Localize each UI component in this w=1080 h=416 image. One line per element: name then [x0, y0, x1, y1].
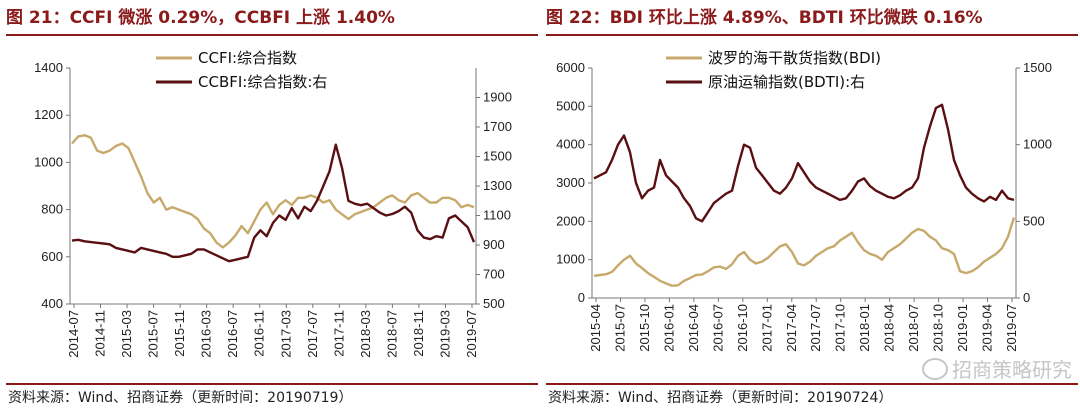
- y-tick-left-label: 1000: [34, 154, 63, 169]
- x-tick-label: 2015-10: [637, 304, 652, 352]
- x-tick-label: 2018-07: [384, 310, 399, 358]
- y-tick-left-label: 4000: [556, 137, 585, 152]
- x-tick-label: 2016-10: [735, 304, 750, 352]
- y-tick-right-label: 900: [483, 237, 505, 252]
- x-tick-label: 2016-03: [199, 310, 214, 358]
- x-tick-label: 2017-11: [331, 310, 346, 357]
- x-tick-label: 2016-07: [225, 310, 240, 358]
- chart-panel-ccfi: 图 21：CCFI 微涨 0.29%，CCBFI 上涨 1.40% 400 600…: [6, 0, 538, 416]
- x-tick-label: 2014-07: [66, 310, 81, 358]
- chart-panel-bdi: 图 22：BDI 环比上涨 4.89%、BDTI 环比微跌 0.16% 0 100…: [546, 0, 1078, 416]
- chart-title: 图 22：BDI 环比上涨 4.89%、BDTI 环比微跌 0.16%: [546, 8, 983, 28]
- y-tick-left-label: 2000: [556, 213, 585, 228]
- y-tick-right-label: 500: [1023, 213, 1045, 228]
- x-tick-label: 2015-07: [612, 304, 627, 352]
- y-tick-right-label: 1000: [1023, 137, 1052, 152]
- chart-source: 资料来源：Wind、招商证券（更新时间：20190719）: [8, 390, 353, 406]
- title-rule: [546, 34, 1078, 36]
- y-tick-left-label: 1400: [34, 60, 63, 75]
- x-tick-label: 2015-11: [172, 310, 187, 357]
- x-tick-label: 2017-03: [278, 310, 293, 358]
- x-tick-label: 2019-07: [1004, 304, 1019, 352]
- watermark: 招商策略研究: [922, 354, 1072, 383]
- legend-label-1: 原油运输指数(BDTI):右: [708, 73, 865, 91]
- x-tick-label: 2018-04: [882, 304, 897, 352]
- x-tick-label: 2019-04: [980, 304, 995, 352]
- y-tick-right-label: 1500: [1023, 60, 1052, 75]
- y-tick-right-label: 0: [1023, 290, 1030, 305]
- series-line-0: [593, 217, 1016, 287]
- x-tick-label: 2017-01: [759, 304, 774, 352]
- wechat-icon: [922, 358, 948, 380]
- x-tick-label: 2019-07: [464, 310, 479, 358]
- series-line-1: [71, 143, 476, 263]
- source-rule: [546, 383, 1078, 385]
- y-tick-left-label: 600: [41, 249, 63, 264]
- x-tick-label: 2016-07: [710, 304, 725, 352]
- y-tick-right-label: 700: [483, 267, 505, 282]
- series-line-0: [71, 134, 475, 249]
- y-tick-right-label: 500: [483, 296, 505, 311]
- x-tick-label: 2018-07: [906, 304, 921, 352]
- y-tick-right-label: 1500: [483, 149, 512, 164]
- x-tick-label: 2018-03: [358, 310, 373, 358]
- y-tick-left-label: 0: [578, 290, 585, 305]
- x-tick-label: 2015-07: [146, 310, 161, 358]
- x-tick-label: 2018-10: [931, 304, 946, 352]
- legend-label-0: CCFI:综合指数: [198, 49, 297, 67]
- legend-label-0: 波罗的海干散货指数(BDI): [708, 49, 881, 67]
- y-tick-right-label: 1900: [483, 90, 512, 105]
- y-tick-right-label: 1700: [483, 119, 512, 134]
- x-tick-label: 2018-11: [411, 310, 426, 357]
- x-tick-label: 2016-01: [661, 304, 676, 352]
- x-tick-label: 2017-07: [808, 304, 823, 352]
- x-tick-label: 2017-10: [833, 304, 848, 352]
- x-tick-label: 2018-01: [857, 304, 872, 352]
- chart-title: 图 21：CCFI 微涨 0.29%，CCBFI 上涨 1.40%: [6, 8, 395, 28]
- x-tick-label: 2017-04: [784, 304, 799, 352]
- x-tick-label: 2015-03: [119, 310, 134, 358]
- y-tick-left-label: 6000: [556, 60, 585, 75]
- x-tick-label: 2016-11: [252, 310, 267, 357]
- title-rule: [6, 34, 538, 36]
- y-tick-right-label: 1100: [483, 208, 511, 223]
- source-rule: [6, 383, 538, 385]
- x-tick-label: 2015-04: [588, 304, 603, 352]
- x-tick-label: 2019-01: [955, 304, 970, 352]
- series-line-1: [593, 103, 1015, 223]
- y-tick-left-label: 1200: [34, 107, 63, 122]
- x-tick-label: 2014-11: [93, 310, 108, 357]
- y-tick-right-label: 1300: [483, 178, 512, 193]
- y-tick-left-label: 5000: [556, 98, 585, 113]
- watermark-text: 招商策略研究: [952, 358, 1072, 382]
- y-tick-left-label: 1000: [556, 252, 585, 267]
- ccfi-ccbfi-line-chart: 400 600 800 1000 1200 1400 500 700 900 1100 1300 15…: [34, 49, 512, 358]
- x-tick-label: 2016-04: [686, 304, 701, 352]
- y-tick-left-label: 800: [41, 202, 63, 217]
- chart-source: 资料来源：Wind、招商证券（更新时间：20190724）: [548, 390, 893, 406]
- x-tick-label: 2019-03: [437, 310, 452, 358]
- y-tick-left-label: 400: [41, 296, 63, 311]
- bdi-bdti-line-chart: 0 1000 2000 3000 4000 5000 6000 0 500 1000 1500 201…: [556, 49, 1052, 352]
- x-tick-label: 2017-07: [305, 310, 320, 358]
- y-tick-left-label: 3000: [556, 175, 585, 190]
- legend-label-1: CCBFI:综合指数:右: [198, 73, 327, 91]
